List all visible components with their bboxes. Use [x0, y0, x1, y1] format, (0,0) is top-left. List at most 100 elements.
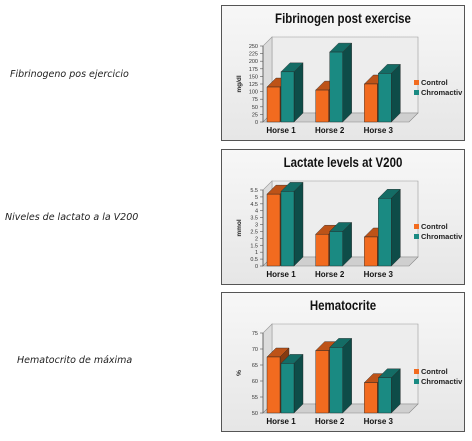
- legend-label: Chromactiv: [421, 231, 463, 241]
- chart-legend: Control Chromactiv: [414, 366, 462, 386]
- bar-chromactiv-1: [280, 62, 304, 123]
- bar-front: [329, 347, 343, 414]
- legend-label: Control: [421, 366, 448, 376]
- side-label-hematocrit: Hematocrito de máxima: [17, 355, 133, 366]
- chart-panel-lactate: Lactate levels at V200 0 0.5 1 1.5 2 2.5 3 3.5 4…: [221, 149, 465, 285]
- y-tick-label: 3.5: [250, 216, 258, 222]
- bar-side: [391, 188, 401, 267]
- legend-entry: Chromactiv: [414, 87, 462, 97]
- y-tick-label: 4: [255, 209, 258, 215]
- bar-side: [342, 42, 352, 123]
- y-tick-label: 125: [249, 82, 258, 88]
- legend-swatch: [414, 79, 419, 85]
- y-tick-label: 250: [249, 44, 258, 50]
- bar-front: [266, 193, 281, 267]
- bar-front: [266, 86, 281, 123]
- bar-chromactiv-2: [329, 221, 353, 267]
- y-axis-label: mg/dl: [236, 75, 243, 93]
- side-label-lactate: Niveles de lactato a la V200: [5, 212, 139, 223]
- y-tick-label: 60: [252, 379, 258, 385]
- bar-side: [293, 62, 304, 123]
- category-label: Horse 1: [266, 270, 296, 279]
- y-tick-label: 50: [252, 411, 258, 417]
- bar-chromactiv-1: [280, 353, 304, 414]
- y-tick-label: 75: [252, 331, 258, 337]
- y-tick-label: 0: [255, 264, 258, 270]
- legend-label: Chromactiv: [421, 87, 463, 97]
- category-label: Horse 2: [315, 270, 345, 279]
- bar-front: [280, 71, 295, 123]
- bar-side: [293, 353, 304, 414]
- legend-label: Chromactiv: [421, 376, 463, 386]
- y-tick-label: 65: [252, 363, 258, 369]
- y-tick-label: 1.5: [250, 243, 258, 249]
- legend-swatch: [414, 368, 419, 374]
- bar-front: [315, 234, 329, 267]
- bar-chromactiv-3: [377, 368, 401, 414]
- bar-chromactiv-1: [280, 181, 304, 267]
- bar-side: [342, 337, 352, 414]
- legend-swatch: [414, 223, 419, 229]
- chart-svg: 50 55 60 65 70 75% Horse 1 Horse 2 Horse 3: [236, 323, 419, 426]
- y-tick-label: 200: [249, 59, 258, 65]
- y-tick-label: 55: [252, 395, 258, 401]
- y-tick-label: 5.5: [250, 188, 258, 194]
- legend-label: Control: [421, 77, 448, 87]
- y-tick-label: 4.5: [250, 202, 258, 208]
- chart-legend: Control Chromactiv: [414, 77, 462, 97]
- y-tick-label: 225: [249, 52, 258, 58]
- category-label: Horse 1: [266, 417, 296, 426]
- y-tick-label: 70: [252, 347, 258, 353]
- legend-swatch: [414, 233, 419, 239]
- legend-entry: Chromactiv: [414, 231, 462, 241]
- bar-front: [280, 363, 295, 414]
- legend-entry: Control: [414, 366, 462, 376]
- bar-front: [364, 236, 378, 267]
- chart-legend: Control Chromactiv: [414, 221, 462, 241]
- category-label: Horse 3: [364, 417, 394, 426]
- category-label: Horse 3: [364, 270, 394, 279]
- chart-panel-hematocrite: Hematocrite 50 55 60 65 70 75% Horse 1 Horse 2 H…: [221, 292, 465, 432]
- category-label: Horse 3: [364, 126, 394, 135]
- y-tick-label: 175: [249, 67, 258, 73]
- bar-front: [315, 89, 329, 123]
- chart-svg: 00.511.522.533.544.555.5 mmol Horse 1 Horse…: [236, 180, 419, 279]
- bar-chromactiv-2: [329, 337, 353, 414]
- chart-title: Fibrinogen post exercise: [275, 10, 411, 26]
- y-tick-label: 25: [252, 112, 258, 118]
- y-tick-label: 0: [255, 120, 258, 126]
- y-tick-label: 2.5: [250, 229, 258, 235]
- bar-front: [329, 51, 343, 123]
- side-label-fibrinogen: Fibrinogeno pos ejercicio: [10, 69, 129, 80]
- legend-entry: Chromactiv: [414, 376, 462, 386]
- y-tick-label: 2: [255, 236, 258, 242]
- bar-chromactiv-3: [377, 188, 401, 267]
- y-tick-label: 150: [249, 74, 258, 80]
- category-label: Horse 2: [315, 417, 345, 426]
- bar-side: [293, 181, 304, 267]
- bar-front: [364, 382, 378, 414]
- bar-front: [315, 350, 329, 414]
- category-label: Horse 2: [315, 126, 345, 135]
- bar-front: [266, 356, 281, 414]
- y-tick-label: 5: [255, 195, 258, 201]
- legend-swatch: [414, 89, 419, 95]
- y-tick-label: 50: [252, 105, 258, 111]
- legend-entry: Control: [414, 221, 462, 231]
- bar-front: [364, 83, 378, 123]
- chart-panel-fibrinogen: Fibrinogen post exercise 0 25 50 75 100 125 15…: [221, 5, 465, 141]
- bar-front: [378, 73, 392, 123]
- chart-title: Hematocrite: [309, 297, 377, 313]
- legend-label: Control: [421, 221, 448, 231]
- bar-front: [378, 198, 392, 267]
- y-axis-label: mmol: [236, 219, 243, 237]
- y-axis-label: %: [236, 370, 243, 376]
- y-tick-label: 1: [255, 250, 258, 256]
- y-tick-label: 0.5: [250, 257, 258, 263]
- category-label: Horse 1: [266, 126, 296, 135]
- y-tick-label: 3: [255, 223, 258, 229]
- bar-front: [280, 191, 295, 267]
- bar-chromactiv-3: [377, 63, 401, 123]
- legend-swatch: [414, 378, 419, 384]
- bar-chromactiv-2: [329, 42, 353, 123]
